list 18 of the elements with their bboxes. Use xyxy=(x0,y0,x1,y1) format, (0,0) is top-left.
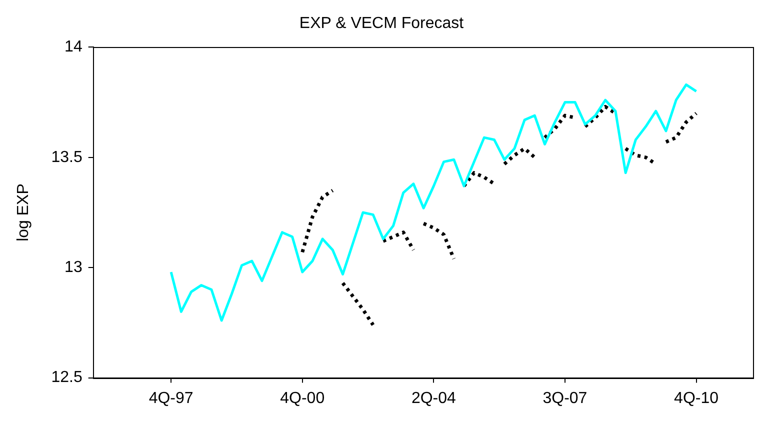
line-series xyxy=(502,146,536,166)
x-tick-label: 4Q-10 xyxy=(674,390,719,407)
x-tick-label: 2Q-04 xyxy=(411,390,456,407)
line-series xyxy=(381,230,416,252)
y-tick-label: 14 xyxy=(64,38,82,56)
chart-title: EXP & VECM Forecast xyxy=(299,15,464,32)
x-tick-label: 3Q-07 xyxy=(542,390,588,407)
y-axis-title: log EXP xyxy=(15,184,32,242)
y-tick-label: 13.5 xyxy=(51,148,82,166)
line-series xyxy=(422,222,456,261)
line-series xyxy=(341,281,375,327)
line-series xyxy=(462,171,496,188)
y-tick-label: 12.5 xyxy=(51,369,82,386)
x-tick-label: 4Q-97 xyxy=(148,390,194,407)
x-tick-label: 4Q-00 xyxy=(280,390,325,407)
line-series xyxy=(300,188,334,254)
y-tick-label: 13 xyxy=(64,259,82,276)
line-series xyxy=(664,112,698,144)
